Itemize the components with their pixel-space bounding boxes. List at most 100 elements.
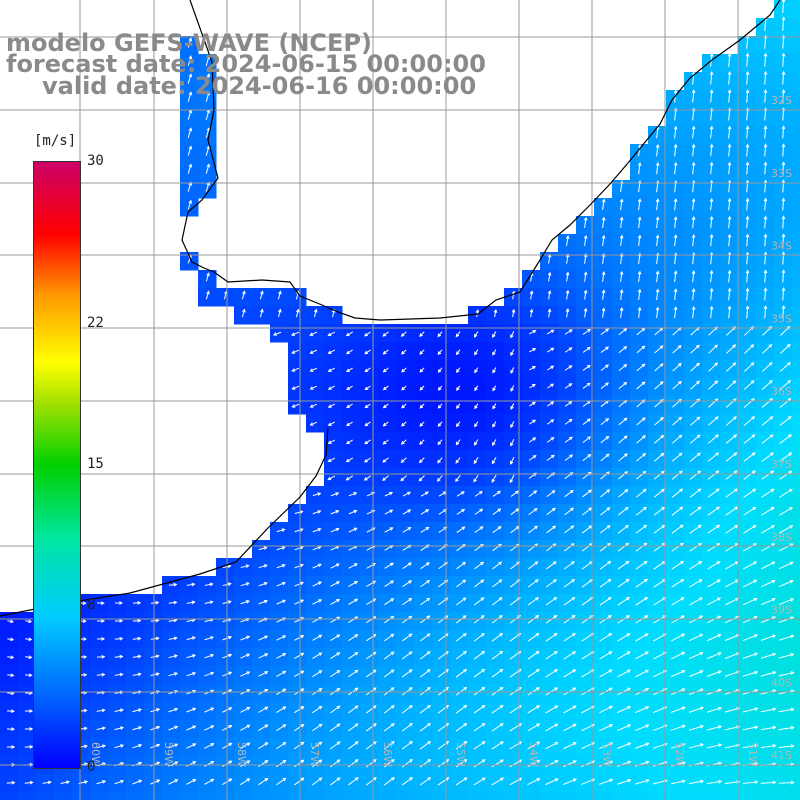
wind-arrow <box>437 349 443 355</box>
wind-arrow <box>240 600 250 605</box>
wind-arrow <box>402 580 413 588</box>
wind-arrow <box>637 234 642 247</box>
wind-arrow <box>327 457 336 462</box>
wind-arrow <box>473 723 486 732</box>
wind-arrow <box>419 367 425 373</box>
wind-arrow <box>132 636 142 641</box>
wind-arrow <box>437 439 443 446</box>
wind-arrow <box>24 727 34 731</box>
wind-arrow <box>725 470 738 480</box>
wind-arrow <box>546 347 555 353</box>
wind-arrow <box>565 271 570 282</box>
wind-arrow <box>672 362 682 372</box>
wind-arrow <box>763 143 768 157</box>
wind-arrow <box>474 526 484 534</box>
wind-cell <box>792 648 800 667</box>
wind-arrow <box>565 235 570 246</box>
wind-arrow <box>545 561 557 570</box>
wind-arrow <box>617 596 630 606</box>
wind-arrow <box>291 349 300 354</box>
wind-arrow <box>456 385 461 391</box>
wind-arrow <box>528 330 537 335</box>
wind-arrow <box>547 253 552 264</box>
wind-arrow <box>348 651 359 660</box>
wind-arrow <box>636 435 646 444</box>
wind-arrow <box>760 707 777 713</box>
wind-arrow <box>600 364 609 371</box>
wind-arrow <box>150 618 160 623</box>
wind-arrow <box>781 269 786 283</box>
wind-arrow <box>635 524 648 534</box>
latitude-label: 35S <box>771 312 792 325</box>
wind-arrow <box>654 452 665 462</box>
wind-arrow <box>132 672 142 677</box>
wind-arrow <box>186 636 196 641</box>
wind-arrow <box>637 288 642 300</box>
wind-arrow <box>528 455 537 461</box>
wind-arrow <box>437 367 443 373</box>
wind-arrow <box>347 777 359 786</box>
wind-arrow <box>276 599 287 605</box>
wind-arrow <box>689 470 702 480</box>
wind-arrow <box>745 197 750 211</box>
wind-arrow <box>276 528 286 533</box>
wind-arrow <box>150 779 161 785</box>
wind-arrow <box>761 506 775 516</box>
wind-arrow <box>401 385 407 391</box>
wind-arrow <box>653 506 666 516</box>
wind-arrow <box>168 654 178 659</box>
wind-arrow <box>743 452 756 462</box>
wind-arrow <box>6 745 16 749</box>
wind-arrow <box>707 542 721 552</box>
wind-arrow <box>636 453 647 462</box>
wind-arrow <box>617 542 630 552</box>
wind-arrow <box>492 385 497 392</box>
wind-arrow <box>582 453 592 462</box>
wind-arrow <box>205 181 211 192</box>
wind-arrow <box>529 308 534 318</box>
wind-cell <box>792 612 800 631</box>
wind-arrow <box>563 687 577 696</box>
wind-arrow <box>565 289 570 300</box>
coastline <box>181 0 781 321</box>
wind-arrow <box>742 743 759 749</box>
wind-arrow <box>400 457 407 463</box>
wind-arrow <box>618 328 628 336</box>
wind-cell <box>792 702 800 721</box>
wind-arrow <box>272 331 282 336</box>
wind-arrow <box>491 759 504 768</box>
wind-arrow <box>546 490 556 498</box>
wind-arrow <box>706 779 723 785</box>
wind-cell <box>792 342 800 361</box>
wind-arrow <box>240 760 251 768</box>
wind-arrow <box>689 452 701 462</box>
wind-arrow <box>635 742 650 749</box>
wind-arrow <box>492 421 497 428</box>
wind-arrow <box>760 780 777 785</box>
wind-arrow <box>312 705 323 714</box>
wind-arrow <box>528 508 538 516</box>
wind-arrow <box>673 198 678 211</box>
wind-arrow <box>563 723 577 732</box>
wind-arrow <box>671 488 684 498</box>
wind-arrow <box>634 760 650 767</box>
wind-arrow <box>455 349 461 356</box>
wind-arrow <box>456 491 465 497</box>
wind-arrow <box>546 401 555 407</box>
wind-arrow <box>294 510 304 515</box>
wind-arrow <box>309 349 318 354</box>
wind-arrow <box>582 364 591 371</box>
wind-arrow <box>473 474 479 483</box>
wind-cell <box>792 468 800 487</box>
wind-arrow <box>401 777 414 786</box>
wind-arrow <box>473 457 479 465</box>
model-title: modelo GEFS-WAVE (NCEP) <box>6 29 372 57</box>
wind-arrow <box>240 564 250 569</box>
wind-arrow <box>599 578 612 588</box>
wind-cell <box>180 792 199 800</box>
wind-arrow <box>455 439 461 446</box>
wind-arrow <box>545 579 557 588</box>
wind-arrow <box>294 670 305 677</box>
wind-arrow <box>547 308 552 318</box>
wind-arrow <box>114 779 125 785</box>
